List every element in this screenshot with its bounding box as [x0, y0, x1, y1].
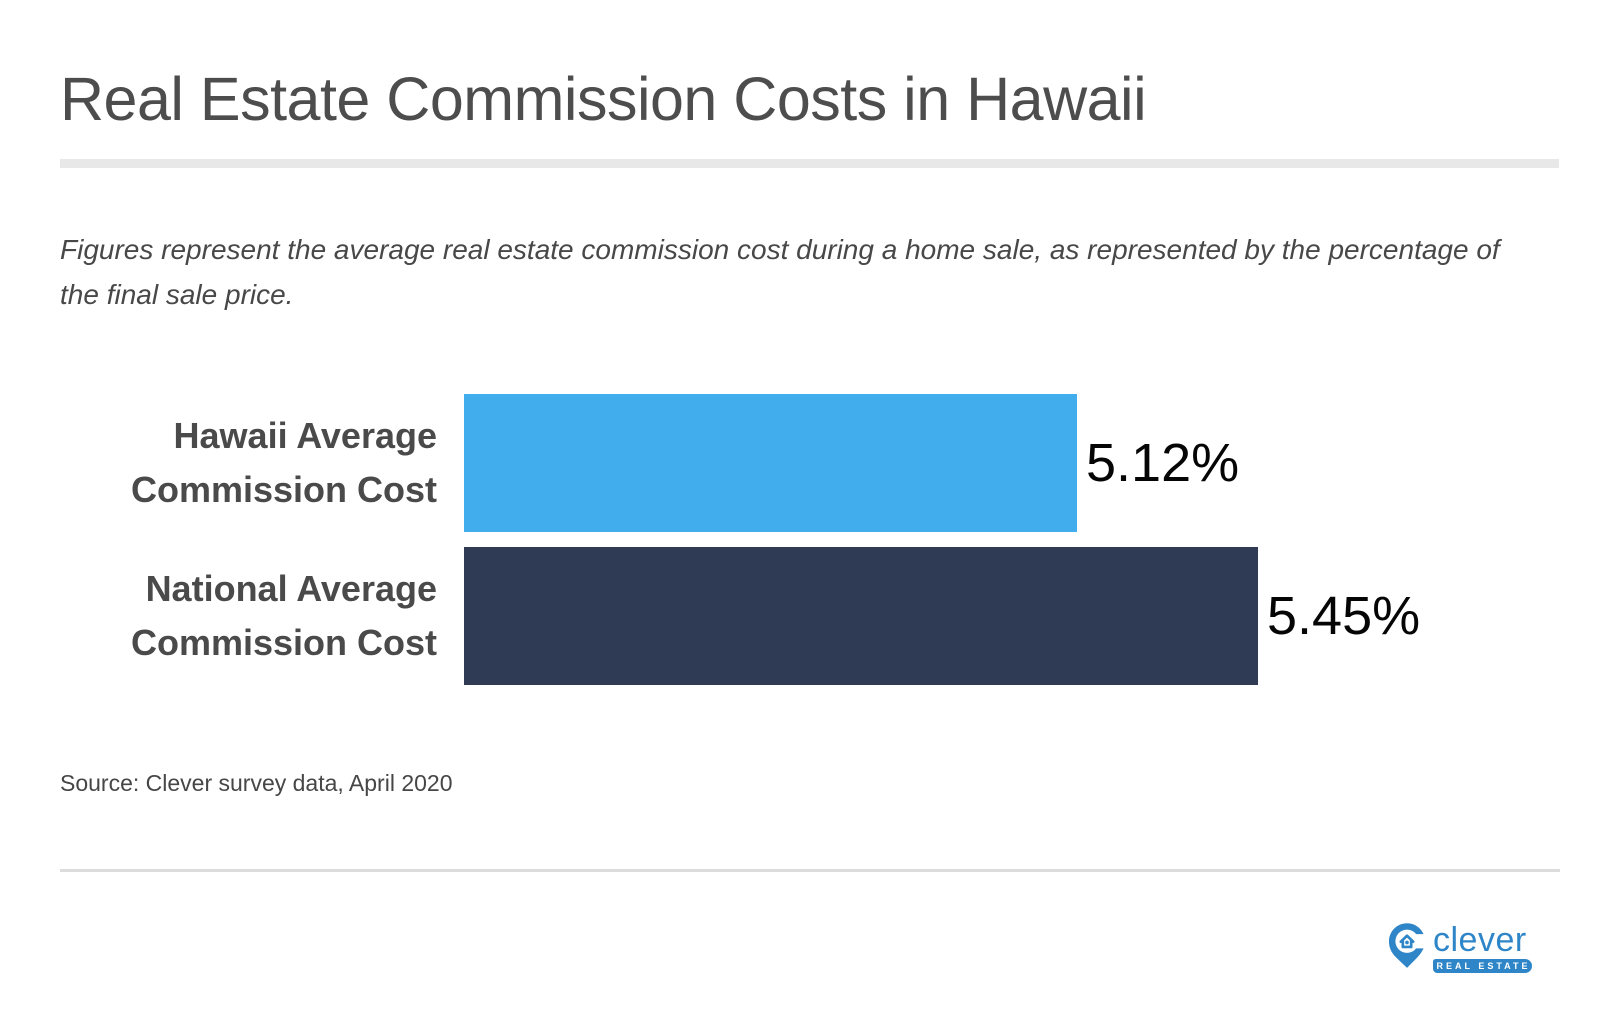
value-label-hawaii: 5.12%	[1086, 433, 1240, 493]
title-divider	[60, 159, 1559, 168]
bar-hawaii	[464, 394, 1077, 532]
category-label-hawaii: Hawaii Average Commission Cost	[130, 415, 437, 510]
bar-national	[464, 547, 1258, 685]
category-label-national: National Average Commission Cost	[130, 568, 437, 663]
clever-wordmark: clever	[1433, 921, 1527, 959]
bar-row-national: National Average Commission Cost 5.45%	[0, 547, 1620, 685]
chart-subtitle: Figures represent the average real estat…	[60, 234, 1500, 310]
clever-tagline-badge: REAL ESTATE	[1433, 959, 1532, 973]
source-citation: Source: Clever survey data, April 2020	[60, 770, 453, 796]
bar-chart: Hawaii Average Commission Cost 5.12% Nat…	[0, 394, 1620, 700]
clever-logo: clever REAL ESTATE	[1388, 922, 1532, 975]
value-label-national: 5.45%	[1267, 586, 1421, 646]
bottom-divider	[60, 869, 1560, 872]
clever-pin-house-icon	[1388, 922, 1426, 975]
page-title: Real Estate Commission Costs in Hawaii	[60, 65, 1147, 133]
bar-row-hawaii: Hawaii Average Commission Cost 5.12%	[0, 394, 1620, 532]
clever-logo-text: clever REAL ESTATE	[1433, 921, 1532, 973]
